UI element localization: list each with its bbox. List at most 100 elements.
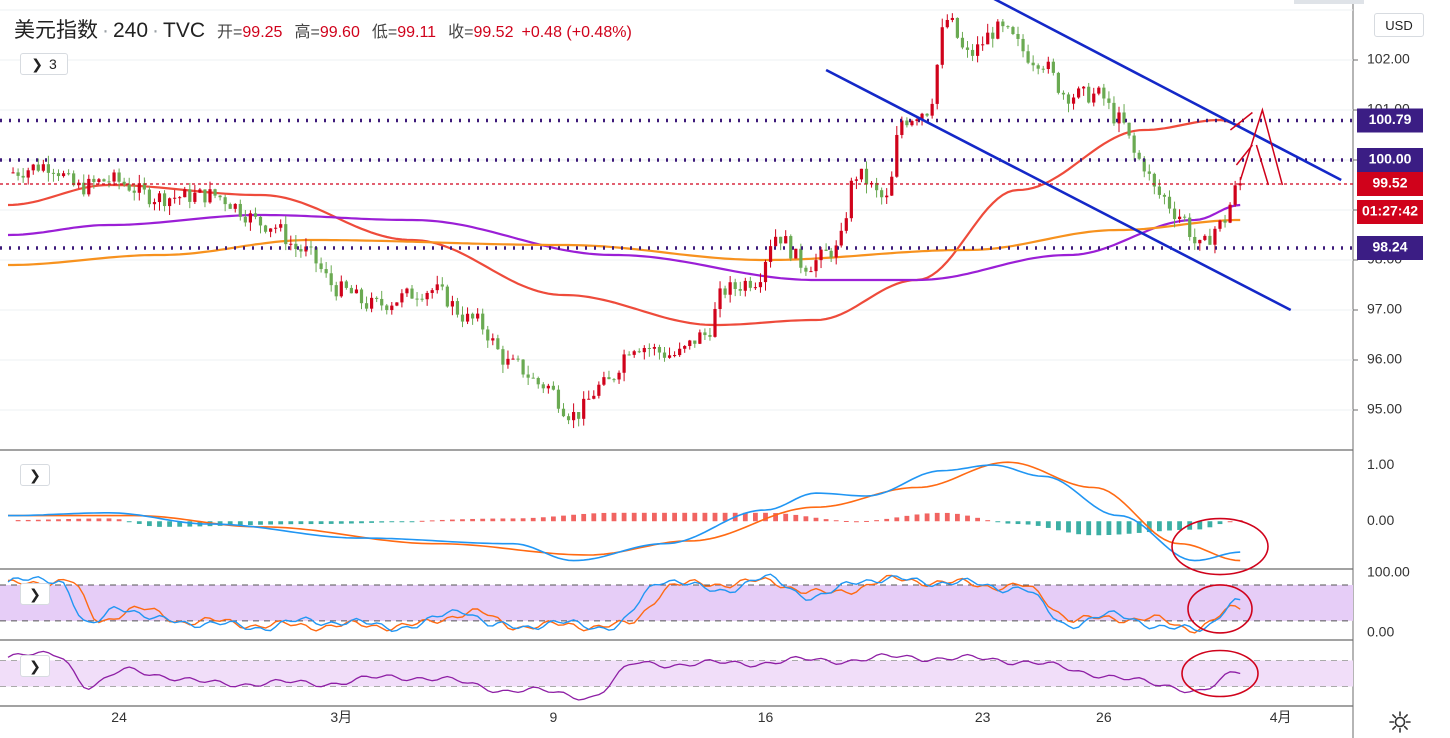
- channel-line[interactable]: [968, 0, 1342, 182]
- price-level-label: 100.79: [1369, 111, 1412, 127]
- price-level-label-bg[interactable]: [1357, 148, 1423, 172]
- candle-down: [329, 273, 333, 286]
- candle-up: [678, 348, 682, 356]
- candle-up: [597, 384, 601, 396]
- circle-annotation[interactable]: [1187, 584, 1253, 634]
- candle-down: [1147, 171, 1151, 174]
- symbol-name[interactable]: 美元指数: [14, 19, 98, 42]
- time-tick-label: 9: [550, 709, 558, 725]
- stochastic-toggle-button[interactable]: ❯: [20, 583, 50, 605]
- candle-up: [728, 282, 732, 295]
- price-level-label-bg[interactable]: [1357, 236, 1423, 260]
- price-levels[interactable]: [0, 118, 1353, 250]
- candle-up: [476, 313, 480, 319]
- candle-down: [1036, 65, 1040, 69]
- candle-down: [36, 164, 40, 171]
- price-level-label-bg[interactable]: [1357, 172, 1423, 196]
- candle-down: [541, 384, 545, 389]
- time-axis[interactable]: 24 3月 9 16 23 26 4月: [111, 709, 1291, 725]
- macd-histogram-bar: [591, 513, 597, 522]
- scroll-indicator[interactable]: [1294, 0, 1364, 4]
- price-level-label-bg[interactable]: [1357, 108, 1423, 133]
- candle-up: [1203, 235, 1207, 240]
- channel-line[interactable]: [825, 68, 1292, 312]
- stochastic-tick-label: 100.00: [1367, 564, 1410, 580]
- circle-annotation[interactable]: [1171, 517, 1269, 576]
- macd-histogram-bar: [662, 512, 667, 522]
- trend-channel[interactable]: [825, 0, 1342, 312]
- candle-up: [1228, 204, 1232, 223]
- macd-histogram-bar: [318, 521, 324, 525]
- currency-button[interactable]: USD: [1374, 13, 1424, 37]
- candle-down: [319, 263, 323, 270]
- candle-down: [1142, 158, 1146, 172]
- arrow-annotation[interactable]: [1255, 144, 1270, 186]
- macd-histogram-bar: [652, 512, 657, 522]
- arrow-annotation[interactable]: [1235, 144, 1253, 166]
- price-level-label: 100.00: [1369, 151, 1412, 167]
- candle-up: [112, 172, 116, 182]
- candle-up: [41, 164, 45, 171]
- gear-icon[interactable]: [1388, 710, 1412, 734]
- candle-down: [556, 389, 561, 409]
- candle-up: [915, 119, 919, 122]
- candle-down: [263, 225, 268, 232]
- candle-up: [688, 340, 692, 347]
- macd-histogram-bar: [1116, 521, 1122, 535]
- rsi-pane: [0, 650, 1353, 701]
- candle-down: [122, 181, 126, 185]
- circle-annotation[interactable]: [1181, 649, 1259, 698]
- time-tick-label: 4月: [1270, 709, 1292, 725]
- grid: [0, 0, 1354, 738]
- price-axis[interactable]: 95.0096.0097.0098.0099.00100.00101.00102…: [1353, 51, 1423, 640]
- candle-up: [1238, 183, 1242, 186]
- macd-line: [8, 464, 1241, 562]
- candle-up: [183, 189, 187, 198]
- macd-histogram-bar: [551, 516, 556, 522]
- macd-histogram-bar: [56, 519, 61, 522]
- macd-toggle-button[interactable]: ❯: [20, 464, 50, 486]
- macd-histogram-bar: [510, 518, 516, 522]
- candle-down: [132, 190, 136, 193]
- candle-down: [359, 289, 364, 304]
- macd-histogram-bar: [561, 515, 566, 522]
- candle-down: [334, 285, 338, 297]
- candle-down: [1001, 21, 1005, 27]
- indicators-toggle-button[interactable]: ❯ 3: [20, 53, 68, 75]
- candle-up: [996, 21, 1000, 39]
- ohlc-high: 高=99.60: [294, 24, 360, 41]
- candle-up: [814, 260, 818, 272]
- macd-histogram-bar: [369, 521, 374, 523]
- candle-down: [142, 183, 146, 190]
- candle-down: [21, 175, 25, 178]
- candle-down: [344, 281, 348, 288]
- candle-up: [854, 179, 858, 181]
- candle-up: [582, 398, 586, 419]
- candle-down: [72, 173, 76, 186]
- macd-histogram-bar: [823, 519, 829, 522]
- candle-up: [940, 27, 944, 65]
- annotations[interactable]: [1171, 107, 1284, 698]
- candle-up: [168, 198, 172, 207]
- candle-up: [1082, 86, 1086, 89]
- macd-histogram-bar: [672, 512, 677, 522]
- candle-down: [486, 329, 490, 341]
- macd-histogram-bar: [1096, 521, 1102, 536]
- macd-histogram-bar: [359, 521, 364, 524]
- candle-down: [385, 305, 389, 311]
- macd-histogram-bar: [116, 519, 122, 522]
- interval[interactable]: 240: [113, 19, 149, 42]
- candle-down: [662, 352, 667, 358]
- candle-down: [965, 47, 970, 50]
- macd-histogram-bar: [924, 513, 930, 522]
- arrow-annotation[interactable]: [1239, 107, 1284, 186]
- candle-up: [198, 189, 202, 193]
- arrow-annotation[interactable]: [1229, 111, 1253, 131]
- candle-up: [157, 193, 162, 203]
- rsi-toggle-button[interactable]: ❯: [20, 655, 50, 677]
- macd-histogram-bar: [157, 521, 162, 527]
- macd-histogram-bar: [419, 520, 425, 522]
- candle-down: [779, 236, 783, 244]
- candle-up: [400, 293, 404, 303]
